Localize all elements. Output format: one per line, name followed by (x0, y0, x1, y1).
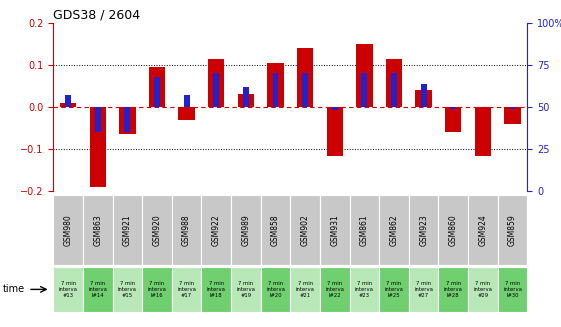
Bar (149, 67, 165, 107)
Bar (409, 195, 439, 265)
Bar (386, 59, 402, 107)
Bar (238, 95, 254, 107)
Text: GSM921: GSM921 (123, 214, 132, 246)
Bar (119, 107, 136, 134)
Text: 7 min
interva
l#28: 7 min interva l#28 (444, 281, 463, 298)
Text: 7 min
interva
#17: 7 min interva #17 (177, 281, 196, 298)
Bar (361, 74, 367, 107)
Bar (201, 267, 231, 312)
Bar (320, 195, 350, 265)
Bar (231, 195, 261, 265)
Text: GSM980: GSM980 (63, 214, 72, 246)
Text: 7 min
interva
l#16: 7 min interva l#16 (148, 281, 167, 298)
Bar (201, 195, 231, 265)
Bar (421, 83, 426, 107)
Text: GSM860: GSM860 (449, 214, 458, 246)
Bar (231, 267, 261, 312)
Text: GSM863: GSM863 (93, 214, 102, 246)
Bar (154, 77, 160, 107)
Bar (113, 267, 142, 312)
Bar (475, 107, 491, 156)
Bar (95, 107, 100, 132)
Bar (213, 74, 219, 107)
Bar (468, 267, 498, 312)
Bar (327, 107, 343, 156)
Text: 7 min
interva
#13: 7 min interva #13 (59, 281, 77, 298)
Bar (350, 195, 379, 265)
Bar (273, 74, 278, 107)
Bar (60, 103, 76, 107)
Text: 7 min
interva
#29: 7 min interva #29 (473, 281, 493, 298)
Bar (243, 87, 249, 107)
Text: GSM989: GSM989 (241, 214, 250, 246)
Text: 7 min
interva
#19: 7 min interva #19 (236, 281, 255, 298)
Bar (409, 267, 439, 312)
Bar (183, 95, 190, 107)
Bar (113, 195, 142, 265)
Bar (468, 195, 498, 265)
Bar (379, 195, 409, 265)
Bar (290, 195, 320, 265)
Text: 7 min
interva
#27: 7 min interva #27 (414, 281, 433, 298)
Bar (391, 74, 397, 107)
Bar (332, 107, 338, 111)
Text: 7 min
interva
#15: 7 min interva #15 (118, 281, 137, 298)
Text: 7 min
interva
l#30: 7 min interva l#30 (503, 281, 522, 298)
Bar (142, 267, 172, 312)
Text: 7 min
interva
l#18: 7 min interva l#18 (207, 281, 226, 298)
Bar (356, 44, 373, 107)
Text: 7 min
interva
l#22: 7 min interva l#22 (325, 281, 344, 298)
Bar (416, 90, 432, 107)
Text: GSM859: GSM859 (508, 214, 517, 246)
Text: GSM931: GSM931 (330, 214, 339, 246)
Bar (53, 267, 83, 312)
Bar (439, 267, 468, 312)
Text: 7 min
interva
l#20: 7 min interva l#20 (266, 281, 285, 298)
Bar (450, 107, 456, 109)
Bar (172, 195, 201, 265)
Bar (261, 195, 291, 265)
Bar (445, 107, 461, 132)
Bar (350, 267, 379, 312)
Text: GSM922: GSM922 (211, 214, 220, 246)
Text: GSM862: GSM862 (389, 214, 398, 246)
Text: GDS38 / 2604: GDS38 / 2604 (53, 9, 140, 22)
Bar (509, 107, 516, 109)
Bar (320, 267, 350, 312)
Bar (498, 267, 527, 312)
Text: time: time (3, 284, 25, 294)
Bar (83, 267, 113, 312)
Bar (302, 74, 308, 107)
Text: GSM923: GSM923 (419, 214, 428, 246)
Text: GSM858: GSM858 (271, 214, 280, 246)
Bar (178, 107, 195, 120)
Text: GSM920: GSM920 (153, 214, 162, 246)
Bar (498, 195, 527, 265)
Text: GSM988: GSM988 (182, 214, 191, 246)
Bar (439, 195, 468, 265)
Text: GSM902: GSM902 (301, 214, 310, 246)
Bar (208, 59, 224, 107)
Text: 7 min
interva
#21: 7 min interva #21 (296, 281, 315, 298)
Text: GSM924: GSM924 (479, 214, 488, 246)
Bar (297, 48, 313, 107)
Text: 7 min
interva
l#25: 7 min interva l#25 (385, 281, 403, 298)
Bar (53, 195, 83, 265)
Text: GSM861: GSM861 (360, 214, 369, 246)
Bar (172, 267, 201, 312)
Bar (379, 267, 409, 312)
Bar (290, 267, 320, 312)
Bar (83, 195, 113, 265)
Bar (142, 195, 172, 265)
Text: 7 min
interva
#23: 7 min interva #23 (355, 281, 374, 298)
Bar (504, 107, 521, 124)
Bar (125, 107, 130, 132)
Bar (65, 95, 71, 107)
Bar (261, 267, 291, 312)
Text: 7 min
interva
l#14: 7 min interva l#14 (88, 281, 107, 298)
Bar (268, 63, 284, 107)
Bar (90, 107, 106, 187)
